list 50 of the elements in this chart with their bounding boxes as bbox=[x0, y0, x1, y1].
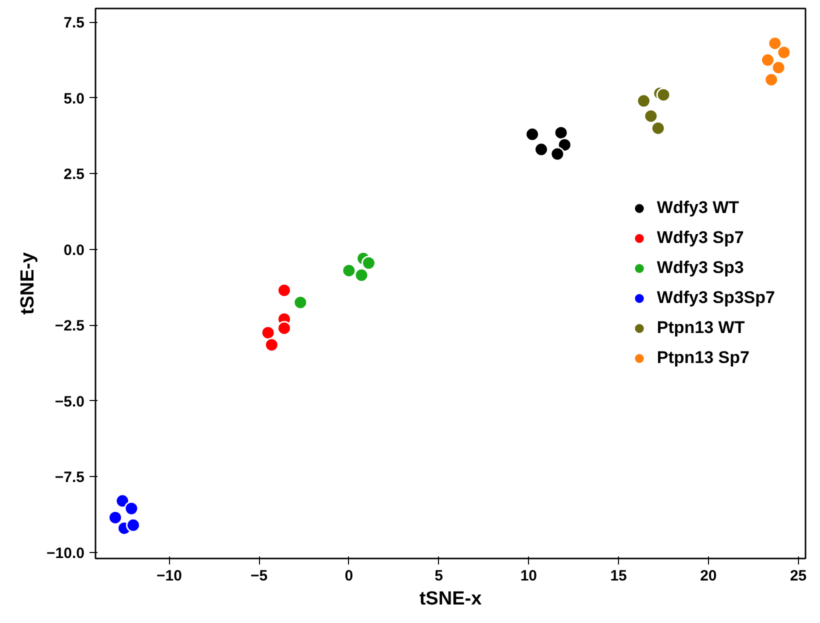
point bbox=[650, 120, 666, 136]
point bbox=[656, 88, 671, 102]
point bbox=[534, 142, 549, 157]
y-tick-label: −7.5 bbox=[54, 469, 85, 486]
point bbox=[525, 127, 540, 142]
x-tick-label: 5 bbox=[434, 568, 443, 584]
point bbox=[550, 146, 565, 162]
y-tick-label: −10.0 bbox=[46, 544, 85, 562]
y-tick-label: 7.5 bbox=[64, 14, 85, 32]
legend-label: Wdfy3 Sp3 bbox=[656, 258, 744, 278]
x-tick-label: 15 bbox=[610, 568, 627, 584]
point bbox=[108, 510, 123, 525]
point bbox=[771, 60, 786, 75]
point bbox=[768, 36, 782, 51]
legend-label: Wdfy3 WT bbox=[656, 198, 740, 218]
y-axis-title: tSNE-y bbox=[18, 252, 39, 315]
point bbox=[636, 94, 651, 108]
point bbox=[264, 338, 279, 352]
point bbox=[260, 326, 276, 340]
y-tick-label: −2.5 bbox=[54, 318, 85, 335]
x-tick-label: 0 bbox=[344, 568, 354, 584]
legend-label: Wdfy3 Sp3Sp7 bbox=[656, 288, 775, 308]
point bbox=[276, 283, 292, 298]
point bbox=[276, 320, 292, 336]
x-axis-title: tSNE-x bbox=[419, 588, 482, 610]
y-tick-label: 5.0 bbox=[64, 90, 85, 108]
point bbox=[115, 494, 130, 508]
legend-label: Ptpn13 Sp7 bbox=[656, 348, 750, 368]
x-tick-label: −5 bbox=[250, 568, 268, 584]
x-tick-label: 10 bbox=[520, 568, 538, 584]
point bbox=[361, 256, 376, 270]
point bbox=[126, 518, 140, 532]
point bbox=[354, 268, 369, 282]
legend-label: Ptpn13 WT bbox=[656, 318, 745, 338]
point bbox=[554, 126, 568, 140]
y-tick-label: 2.5 bbox=[64, 166, 85, 184]
point bbox=[293, 295, 308, 310]
point bbox=[342, 263, 356, 278]
y-tick-label: 0.0 bbox=[64, 242, 85, 259]
legend-label: Wdfy3 Sp7 bbox=[656, 228, 744, 248]
point bbox=[760, 52, 776, 68]
x-tick-label: 20 bbox=[700, 568, 717, 584]
point bbox=[124, 501, 139, 516]
x-tick-label: −10 bbox=[156, 568, 182, 584]
y-tick-label: −5.0 bbox=[54, 393, 85, 410]
point bbox=[557, 138, 572, 152]
point bbox=[644, 108, 658, 124]
point bbox=[764, 72, 779, 87]
x-tick-label: 25 bbox=[790, 568, 807, 584]
point bbox=[776, 45, 792, 60]
